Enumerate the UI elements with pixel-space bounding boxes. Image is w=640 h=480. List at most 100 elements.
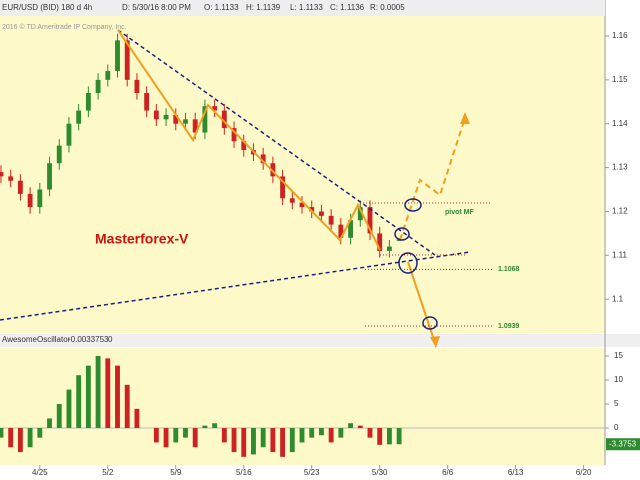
y-tick-label: 0 xyxy=(614,423,619,432)
annotation: Masterforex-V xyxy=(95,231,189,247)
candle-body xyxy=(192,119,198,133)
x-tick-label: 4/25 xyxy=(32,468,48,477)
osc-bar xyxy=(309,428,315,438)
candle-body xyxy=(202,106,208,133)
osc-bar xyxy=(17,428,23,453)
candle-body xyxy=(27,193,33,208)
copyright: 2016 © TD Ameritrade IP Company, Inc. xyxy=(2,23,127,31)
candle-body xyxy=(105,71,111,80)
osc-bar xyxy=(386,428,392,445)
osc-bar xyxy=(95,356,101,429)
candle-body xyxy=(173,114,179,124)
osc-bar xyxy=(212,423,218,429)
x-tick-label: 5/9 xyxy=(170,468,182,477)
level-label: 1.0939 xyxy=(498,323,520,330)
candle-body xyxy=(212,106,218,111)
osc-bar xyxy=(105,358,111,429)
osc-bar xyxy=(289,428,295,453)
candle-body xyxy=(386,246,392,251)
osc-bar xyxy=(202,425,208,429)
x-tick-label: 6/6 xyxy=(442,468,454,477)
y-tick-label: 10 xyxy=(614,375,623,384)
y-tick-label: 1.11 xyxy=(612,250,628,259)
osc-bar xyxy=(377,428,383,445)
osc-bar xyxy=(76,375,82,429)
y-tick-label: 1.1 xyxy=(612,294,624,303)
y-tick-label: 1.13 xyxy=(612,163,628,172)
candle-body xyxy=(231,128,237,142)
candle-body xyxy=(377,233,383,251)
osc-bar xyxy=(173,428,179,443)
osc-bar xyxy=(56,404,62,429)
osc-bar xyxy=(231,428,237,453)
candle-body xyxy=(144,93,150,111)
osc-bar xyxy=(221,428,227,443)
candle-body xyxy=(8,176,14,181)
candle-body xyxy=(47,163,52,190)
candle-body xyxy=(0,171,4,177)
low: L: 1.1133 xyxy=(290,3,323,12)
candle-body xyxy=(319,211,324,216)
candle-body xyxy=(299,202,305,208)
osc-bar xyxy=(241,428,247,457)
candle-body xyxy=(124,40,130,80)
divider xyxy=(0,334,640,347)
osc-bar xyxy=(183,428,188,438)
x-tick-label: 5/16 xyxy=(236,468,252,477)
candle-body xyxy=(241,141,247,151)
trendline xyxy=(0,251,471,321)
candle-body xyxy=(66,123,72,146)
y-tick-label: 1.12 xyxy=(612,207,628,216)
candle-body xyxy=(153,110,159,120)
candle-body xyxy=(270,163,276,177)
candle-body xyxy=(289,198,295,203)
osc-bar xyxy=(192,428,198,448)
candle-body xyxy=(56,145,62,164)
osc-bar xyxy=(299,428,305,443)
osc-bar xyxy=(153,428,159,443)
symbol: EUR/USD (BID) 180 d 4h xyxy=(2,3,92,12)
osc-title: AwesomeOscillator xyxy=(2,335,71,344)
osc-bar xyxy=(115,365,120,429)
candle-body xyxy=(357,207,363,221)
y-tick-label: 15 xyxy=(614,351,623,360)
drawings xyxy=(0,29,492,348)
x-tick-label: 5/30 xyxy=(372,468,388,477)
candle-body xyxy=(163,114,169,120)
osc-bar xyxy=(163,428,169,448)
candle-body xyxy=(183,119,188,124)
osc-bar xyxy=(124,384,130,429)
oscillator-panel xyxy=(0,348,605,465)
x-tick-label: 5/2 xyxy=(102,468,114,477)
x-tick-label: 6/20 xyxy=(576,468,592,477)
candle-body xyxy=(134,79,140,94)
osc-bar xyxy=(270,428,276,453)
wave-forecast xyxy=(407,261,435,341)
osc-bar xyxy=(260,428,266,448)
candle-body xyxy=(367,207,373,234)
candle-body xyxy=(280,176,286,199)
arrow-head xyxy=(460,112,470,124)
osc-bar xyxy=(66,389,72,429)
osc-bar xyxy=(328,428,334,443)
osc-bar xyxy=(338,428,344,438)
wave xyxy=(117,29,381,251)
osc-bar xyxy=(27,428,33,448)
candle-body xyxy=(76,110,82,124)
osc-bar xyxy=(319,428,324,436)
date: D: 5/30/16 8:00 PM xyxy=(122,3,191,12)
candle-body xyxy=(17,180,23,194)
osc-bar xyxy=(134,408,140,429)
circle xyxy=(394,227,410,241)
range: R: 0.0005 xyxy=(370,3,405,12)
osc-bar xyxy=(348,423,353,429)
level-label: 1.1068 xyxy=(498,266,520,273)
candle-body xyxy=(328,215,334,225)
open: O: 1.1133 xyxy=(204,3,239,12)
candle-body xyxy=(309,207,315,212)
price-panel xyxy=(0,0,605,333)
candle-body xyxy=(85,93,91,111)
osc-bar xyxy=(280,428,286,457)
